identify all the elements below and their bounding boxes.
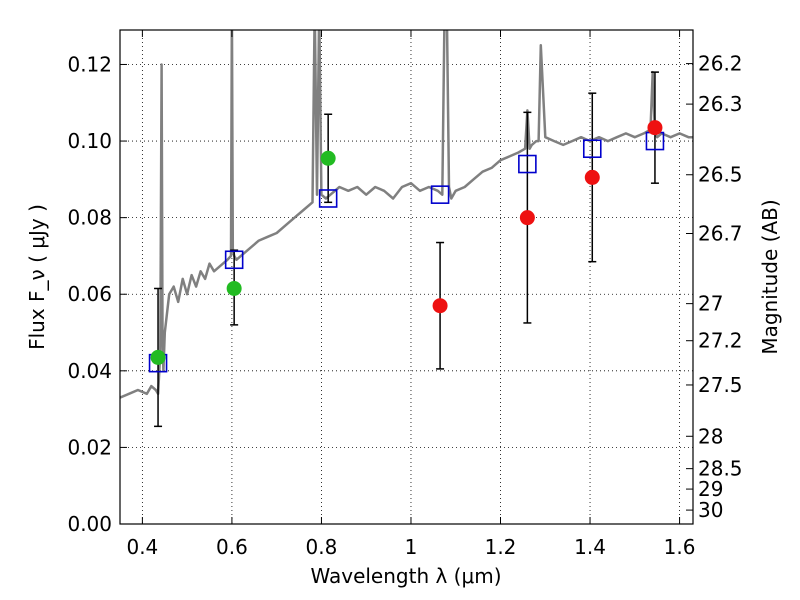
y2-tick-label: 26.2 [698, 52, 743, 76]
model-point [518, 154, 537, 174]
y2-tick-label: 27.2 [698, 329, 743, 353]
y2-tick-label: 26.5 [698, 163, 743, 187]
plot-area [120, 30, 693, 428]
y-tick-label: 0.00 [67, 512, 112, 536]
y-tick-label: 0.06 [67, 282, 112, 306]
x-tick-label: 0.6 [216, 535, 248, 559]
x-tick-label: 0.4 [126, 535, 158, 559]
y-tick-label: 0.10 [67, 129, 112, 153]
spectrum-line [120, 30, 693, 399]
y2-tick-label: 27 [698, 292, 723, 316]
y2-tick-label: 30 [698, 498, 723, 522]
model-point [224, 250, 244, 270]
y2-tick-label: 26.7 [698, 222, 743, 246]
model-point [430, 185, 450, 204]
axes: 0.4 0.6 0.8 1 1.2 1.4 1.6 0.00 0.02 0.04 0.06 0.08 0… [67, 30, 743, 559]
data-point [647, 120, 663, 136]
x-tick-label: 1.2 [485, 535, 517, 559]
y2-tick-label: 27.5 [698, 373, 743, 397]
data-point [432, 298, 448, 314]
y2-tick-label: 28 [698, 424, 723, 448]
plot-frame [119, 29, 694, 525]
y-tick-label: 0.02 [67, 435, 112, 459]
data-point [150, 349, 166, 365]
x-axis-title: Wavelength λ (μm) [310, 564, 501, 588]
data-point [226, 280, 242, 296]
y-tick-label: 0.04 [67, 359, 112, 383]
x-tick-label: 1.4 [574, 535, 606, 559]
y-axis-title: Flux F_ν ( μJy ) [25, 204, 49, 350]
x-tick-label: 1 [405, 535, 418, 559]
x-tick-label: 1.6 [664, 535, 696, 559]
x-tick-label: 0.8 [306, 535, 338, 559]
y-tick-label: 0.12 [67, 52, 112, 76]
y2-tick-label: 28.5 [698, 457, 743, 481]
data-point [584, 169, 600, 185]
model-point [582, 139, 602, 159]
model-point [318, 189, 338, 208]
y2-tick-label: 26.3 [698, 92, 743, 116]
data-point [320, 150, 336, 166]
y2-axis-title: Magnitude (AB) [758, 199, 782, 354]
y-tick-label: 0.08 [67, 206, 112, 230]
y2-tick-label: 29 [698, 477, 723, 501]
data-point [519, 210, 535, 226]
